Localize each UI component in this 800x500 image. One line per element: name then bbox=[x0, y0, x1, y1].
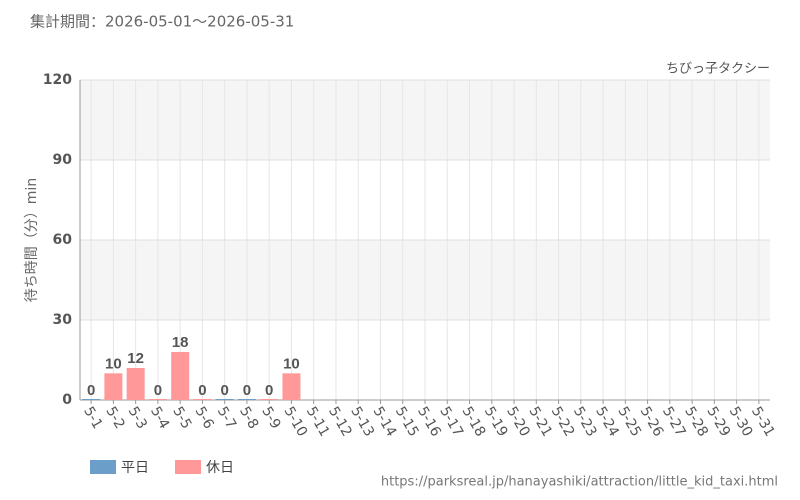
value-label: 0 bbox=[198, 382, 206, 399]
y-tick-label: 60 bbox=[53, 232, 73, 248]
source-url: https://parksreal.jp/hanayashiki/attract… bbox=[381, 475, 778, 490]
value-label: 0 bbox=[243, 382, 251, 399]
value-label: 0 bbox=[221, 382, 229, 399]
bar bbox=[282, 373, 301, 400]
value-label: 10 bbox=[283, 355, 300, 372]
x-tick-label: 5-1 bbox=[80, 404, 105, 432]
x-tick-label: 5-31 bbox=[748, 404, 778, 440]
y-tick-label: 120 bbox=[43, 72, 72, 88]
legend-swatch bbox=[175, 460, 201, 474]
x-tick-label: 5-6 bbox=[191, 404, 216, 432]
bar bbox=[82, 399, 101, 400]
x-tick-label: 5-2 bbox=[102, 404, 127, 432]
value-label: 18 bbox=[172, 334, 189, 351]
value-label: 0 bbox=[265, 382, 273, 399]
bar bbox=[193, 399, 212, 400]
bar bbox=[215, 399, 234, 400]
chart-subtitle: ちびっ子タクシー bbox=[666, 62, 770, 77]
x-tick-label: 5-9 bbox=[258, 404, 283, 432]
x-tick-label: 5-5 bbox=[169, 404, 194, 432]
x-tick-label: 5-8 bbox=[236, 404, 261, 432]
value-label: 0 bbox=[154, 382, 162, 399]
value-label: 0 bbox=[87, 382, 95, 399]
legend-label: 休日 bbox=[206, 460, 234, 476]
bar bbox=[126, 368, 145, 400]
bar bbox=[104, 373, 123, 400]
x-tick-label: 5-4 bbox=[147, 404, 172, 432]
y-tick-label: 30 bbox=[53, 312, 73, 328]
bar bbox=[237, 399, 256, 400]
y-tick-label: 0 bbox=[62, 392, 72, 408]
chart-title: 集計期間：2026-05-01～2026-05-31 bbox=[30, 13, 294, 31]
y-axis-label: 待ち時間（分）min bbox=[24, 178, 40, 302]
y-tick-label: 90 bbox=[53, 152, 73, 168]
bar bbox=[171, 352, 190, 400]
legend-label: 平日 bbox=[121, 460, 149, 476]
bar bbox=[260, 399, 279, 400]
x-tick-label: 5-3 bbox=[125, 404, 150, 432]
value-label: 12 bbox=[127, 350, 144, 367]
value-label: 10 bbox=[105, 355, 122, 372]
legend-swatch bbox=[90, 460, 116, 474]
x-tick-label: 5-7 bbox=[214, 404, 239, 432]
bar bbox=[148, 399, 167, 400]
